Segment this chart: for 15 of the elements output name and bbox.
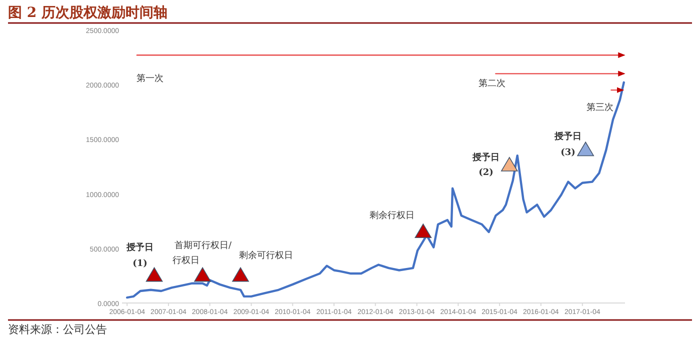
annotation: (3)	[560, 148, 576, 158]
text: 资料来源：公司公告	[8, 323, 107, 336]
annotation: (2)	[478, 168, 494, 178]
title: 图 2 历次股权激励时间轴	[8, 5, 168, 21]
annotation: 剩余行权日	[370, 210, 414, 221]
annotation: 授予日	[554, 131, 582, 142]
annotation: (1)	[132, 259, 148, 269]
annotation: 行权日	[172, 255, 200, 266]
annotation: 首期可行权日/	[174, 240, 232, 251]
annotation: 授予日	[472, 152, 500, 163]
annotation: 第三次	[586, 102, 614, 113]
annotation: 第一次	[136, 73, 164, 84]
annotation: 剩余可行权日	[239, 250, 293, 261]
annotation: 第二次	[478, 78, 506, 89]
annotation: 授予日	[126, 242, 154, 253]
